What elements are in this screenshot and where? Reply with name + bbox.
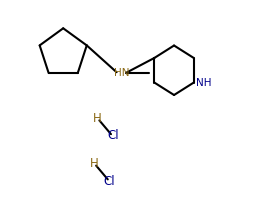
- Text: NH: NH: [196, 78, 211, 88]
- Text: H: H: [93, 112, 102, 125]
- Text: Cl: Cl: [104, 175, 115, 188]
- Text: H: H: [90, 157, 99, 170]
- Text: Cl: Cl: [107, 129, 118, 142]
- Text: HN: HN: [113, 68, 129, 78]
